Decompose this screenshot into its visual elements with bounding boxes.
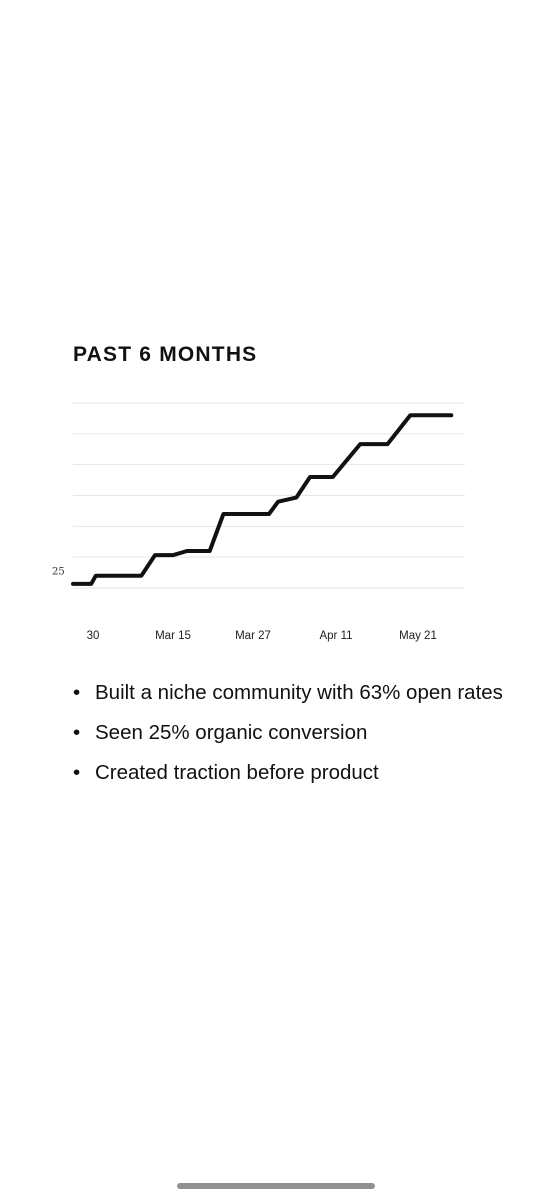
highlight-item: Created traction before product [73, 758, 513, 788]
y-axis-ticks: 25 [52, 567, 65, 578]
x-tick-label: Apr 11 [319, 630, 352, 642]
y-tick-label: 25 [52, 567, 65, 578]
x-tick-label: Mar 15 [155, 630, 191, 642]
series-line [71, 413, 454, 586]
x-tick-label: 30 [87, 630, 100, 642]
chart-heading: PAST 6 MONTHS [73, 343, 258, 366]
highlights-list: Built a niche community with 63% open ra… [73, 678, 513, 798]
home-indicator[interactable] [177, 1183, 375, 1189]
highlight-item: Seen 25% organic conversion [73, 718, 513, 748]
x-axis-ticks: 30 Mar 15 Mar 27 Apr 11 May 21 [87, 630, 437, 642]
line-chart: 25 30 Mar 15 Mar 27 Apr 11 May 21 [52, 402, 465, 642]
x-tick-label: May 21 [399, 630, 437, 642]
x-tick-label: Mar 27 [235, 630, 271, 642]
highlight-item: Built a niche community with 63% open ra… [73, 678, 513, 708]
gridlines [73, 402, 465, 589]
